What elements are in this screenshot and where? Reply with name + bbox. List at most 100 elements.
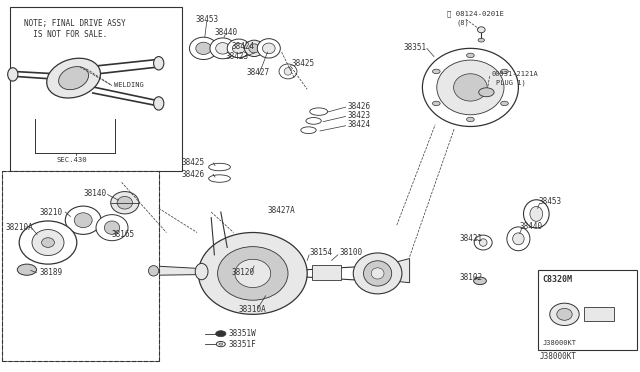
Ellipse shape (474, 235, 492, 250)
Ellipse shape (467, 117, 474, 122)
Text: 38427: 38427 (246, 68, 269, 77)
Ellipse shape (232, 43, 245, 54)
Text: 38425: 38425 (182, 158, 205, 167)
Ellipse shape (262, 43, 275, 54)
Ellipse shape (500, 101, 508, 106)
Ellipse shape (474, 277, 486, 285)
Text: SEC.430: SEC.430 (56, 157, 87, 163)
Ellipse shape (218, 247, 288, 300)
Ellipse shape (196, 42, 211, 55)
Ellipse shape (436, 60, 504, 115)
Text: 38440: 38440 (520, 222, 543, 231)
Ellipse shape (257, 39, 280, 58)
Ellipse shape (42, 238, 54, 247)
Ellipse shape (557, 308, 572, 320)
Ellipse shape (148, 266, 159, 276)
Text: 38453: 38453 (539, 197, 562, 206)
Ellipse shape (301, 127, 316, 134)
Ellipse shape (479, 88, 494, 97)
Ellipse shape (227, 39, 250, 58)
Bar (10, 7, 182, 171)
Ellipse shape (310, 108, 328, 115)
Ellipse shape (550, 303, 579, 326)
Text: 38210: 38210 (40, 208, 63, 217)
Ellipse shape (279, 64, 297, 79)
Ellipse shape (284, 68, 292, 75)
Text: 38421: 38421 (460, 234, 483, 243)
Text: NOTE; FINAL DRIVE ASSY: NOTE; FINAL DRIVE ASSY (24, 19, 126, 28)
Text: (8): (8) (457, 19, 470, 26)
Text: 38210A: 38210A (5, 223, 33, 232)
Ellipse shape (507, 227, 530, 251)
Text: IS NOT FOR SALE.: IS NOT FOR SALE. (24, 30, 108, 39)
Ellipse shape (422, 48, 518, 126)
Ellipse shape (524, 200, 549, 228)
Ellipse shape (154, 97, 164, 110)
Ellipse shape (479, 239, 487, 246)
Ellipse shape (216, 331, 226, 337)
Ellipse shape (467, 53, 474, 58)
Text: 38310A: 38310A (239, 305, 266, 314)
Ellipse shape (477, 27, 485, 33)
Ellipse shape (244, 40, 264, 57)
Ellipse shape (104, 221, 120, 234)
Ellipse shape (216, 43, 230, 54)
Text: 38426: 38426 (348, 102, 371, 110)
Text: 38453: 38453 (195, 15, 218, 24)
Text: 38165: 38165 (112, 230, 135, 239)
Ellipse shape (433, 101, 440, 106)
Ellipse shape (154, 57, 164, 70)
Ellipse shape (306, 118, 321, 124)
Bar (2, 171, 159, 361)
Ellipse shape (198, 232, 307, 314)
Text: 38423: 38423 (348, 111, 371, 120)
Bar (538, 270, 637, 350)
Ellipse shape (74, 213, 92, 228)
Text: 38440: 38440 (214, 28, 237, 37)
Text: 38140: 38140 (83, 189, 106, 198)
Ellipse shape (216, 341, 225, 347)
Text: WELDING: WELDING (114, 82, 143, 88)
Ellipse shape (249, 44, 259, 53)
Text: 38424: 38424 (232, 42, 255, 51)
Ellipse shape (219, 343, 223, 345)
Ellipse shape (353, 253, 402, 294)
Text: 38423: 38423 (225, 52, 248, 61)
Text: PLUG 1): PLUG 1) (496, 79, 525, 86)
Text: 38102: 38102 (460, 273, 483, 282)
Bar (584, 307, 614, 321)
Text: 38120: 38120 (231, 268, 254, 277)
Ellipse shape (32, 230, 64, 256)
Ellipse shape (235, 259, 271, 288)
Text: J38000KT: J38000KT (540, 352, 577, 360)
Ellipse shape (209, 163, 230, 171)
Text: 38427A: 38427A (268, 206, 295, 215)
Ellipse shape (195, 263, 208, 280)
Text: 38424: 38424 (348, 120, 371, 129)
Ellipse shape (530, 206, 543, 221)
Text: 38189: 38189 (40, 268, 63, 277)
Text: 38100: 38100 (339, 248, 362, 257)
Ellipse shape (478, 38, 484, 42)
Ellipse shape (65, 206, 101, 234)
Text: C8320M: C8320M (542, 275, 572, 283)
Bar (312, 265, 341, 280)
Ellipse shape (47, 58, 100, 98)
Polygon shape (381, 259, 410, 283)
Polygon shape (154, 266, 202, 275)
Ellipse shape (209, 175, 230, 182)
Ellipse shape (433, 69, 440, 74)
Text: 38351W: 38351W (228, 329, 256, 338)
Ellipse shape (454, 74, 487, 101)
Text: 38426: 38426 (182, 170, 205, 179)
Text: J38000KT: J38000KT (542, 340, 576, 346)
Text: 00931-2121A: 00931-2121A (492, 71, 538, 77)
Ellipse shape (59, 67, 88, 90)
Ellipse shape (111, 192, 139, 214)
Ellipse shape (17, 264, 36, 275)
Text: Ⓑ 08124-0201E: Ⓑ 08124-0201E (447, 10, 504, 17)
Ellipse shape (513, 233, 524, 245)
Text: 38425: 38425 (291, 60, 314, 68)
Ellipse shape (19, 221, 77, 264)
Ellipse shape (500, 69, 508, 74)
